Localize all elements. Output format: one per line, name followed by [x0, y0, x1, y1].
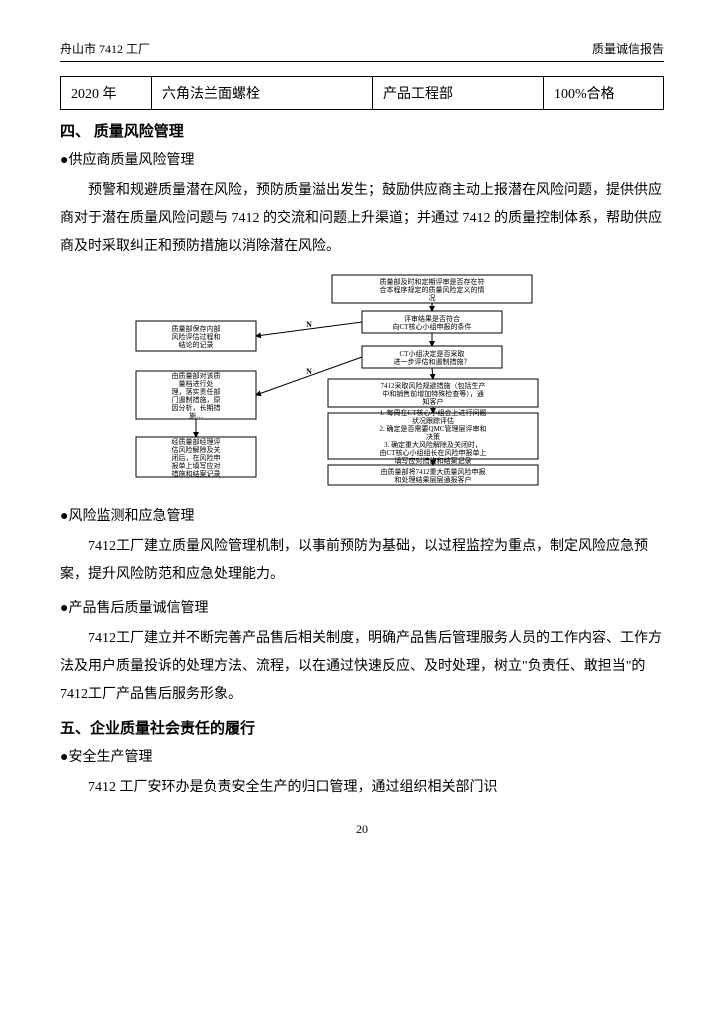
- svg-text:闭后，在风险申: 闭后，在风险申: [172, 453, 221, 462]
- table-cell-dept: 产品工程部: [373, 77, 544, 110]
- svg-text:况: 况: [429, 294, 436, 302]
- svg-text:质量部及时和定期评审是否存在符: 质量部及时和定期评审是否存在符: [380, 277, 485, 286]
- svg-text:向CT核心小组申报的条件: 向CT核心小组申报的条件: [393, 322, 472, 331]
- svg-text:状况跟踪评估: 状况跟踪评估: [412, 416, 454, 425]
- table-cell-product: 六角法兰面螺栓: [152, 77, 373, 110]
- table-row: 2020 年 六角法兰面螺栓 产品工程部 100%合格: [61, 77, 664, 110]
- flowchart: 质量部及时和定期评审是否存在符合本程序规定的质量风险定义的情况质量部保存内部风险…: [132, 271, 592, 491]
- section4-sub2-body: 7412工厂建立质量风险管理机制，以事前预防为基础，以过程监控为重点，制定风险应…: [60, 533, 664, 589]
- svg-text:和处理结果层层通报客户: 和处理结果层层通报客户: [395, 475, 472, 484]
- svg-text:经质量部经理评: 经质量部经理评: [172, 437, 221, 446]
- svg-text:进一步评估和遏制措施？: 进一步评估和遏制措施？: [394, 357, 471, 366]
- svg-text:估风险解除及关: 估风险解除及关: [172, 445, 221, 454]
- svg-text:措施和结案记录: 措施和结案记录: [172, 469, 221, 478]
- page-header: 舟山市 7412 工厂 质量诚信报告: [60, 40, 664, 62]
- svg-text:知客户: 知客户: [423, 397, 444, 406]
- svg-text:施…: 施…: [189, 411, 203, 420]
- svg-text:N: N: [306, 320, 312, 329]
- svg-text:由质量部将7412重大质量风险申报: 由质量部将7412重大质量风险申报: [381, 467, 486, 476]
- svg-text:决策: 决策: [426, 432, 440, 441]
- svg-text:理，落实责任部: 理，落实责任部: [172, 387, 221, 396]
- svg-text:风险评估过程和: 风险评估过程和: [172, 332, 221, 341]
- svg-text:量档进行处: 量档进行处: [179, 379, 214, 388]
- svg-text:CT小组决定是否采取: CT小组决定是否采取: [400, 349, 465, 358]
- data-table: 2020 年 六角法兰面螺栓 产品工程部 100%合格: [60, 76, 664, 110]
- svg-text:3. 确定重大风险解除及关闭时，: 3. 确定重大风险解除及关闭时，: [384, 440, 482, 449]
- table-cell-result: 100%合格: [544, 77, 664, 110]
- section4-sub1-head: ●供应商质量风险管理: [60, 149, 664, 169]
- svg-text:评审结果是否符合: 评审结果是否符合: [404, 314, 460, 323]
- section4-title: 四、 质量风险管理: [60, 120, 664, 141]
- table-cell-year: 2020 年: [61, 77, 152, 110]
- svg-text:合本程序规定的质量风险定义的情: 合本程序规定的质量风险定义的情: [380, 285, 485, 294]
- svg-text:N: N: [306, 367, 312, 376]
- header-right: 质量诚信报告: [592, 40, 664, 57]
- section4-sub3-head: ●产品售后质量诚信管理: [60, 597, 664, 617]
- section4-sub3-body: 7412工厂建立并不断完善产品售后相关制度，明确产品售后管理服务人员的工作内容、…: [60, 625, 664, 709]
- svg-text:门遏制措施，原: 门遏制措施，原: [172, 395, 221, 404]
- section5-sub1-body: 7412 工厂安环办是负责安全生产的归口管理，通过组织相关部门识: [60, 774, 664, 802]
- header-left: 舟山市 7412 工厂: [60, 40, 150, 57]
- section4-sub2-head: ●风险监测和应急管理: [60, 505, 664, 525]
- svg-text:中和销售前增加特殊检查等），通: 中和销售前增加特殊检查等），通: [382, 389, 484, 398]
- svg-text:报单上填写应对: 报单上填写应对: [172, 461, 221, 470]
- svg-text:结论的记录: 结论的记录: [179, 340, 214, 349]
- svg-text:7412采取风险规避措施（包括生产: 7412采取风险规避措施（包括生产: [381, 381, 486, 390]
- section4-sub1-body: 预警和规避质量潜在风险，预防质量溢出发生；鼓励供应商主动上报潜在风险问题，提供供…: [60, 177, 664, 261]
- svg-text:2. 确定是否需要QMC管理层评审和: 2. 确定是否需要QMC管理层评审和: [380, 424, 487, 433]
- svg-text:质量部保存内部: 质量部保存内部: [172, 324, 221, 333]
- section5-sub1-head: ●安全生产管理: [60, 746, 664, 766]
- page-number: 20: [60, 822, 664, 837]
- section5-title: 五、企业质量社会责任的履行: [60, 717, 664, 738]
- svg-text:因分析，长期措: 因分析，长期措: [172, 403, 221, 412]
- svg-text:由质量部对该质: 由质量部对该质: [172, 371, 221, 380]
- svg-text:由CT核心小组组长在风险申报单上: 由CT核心小组组长在风险申报单上: [380, 448, 487, 457]
